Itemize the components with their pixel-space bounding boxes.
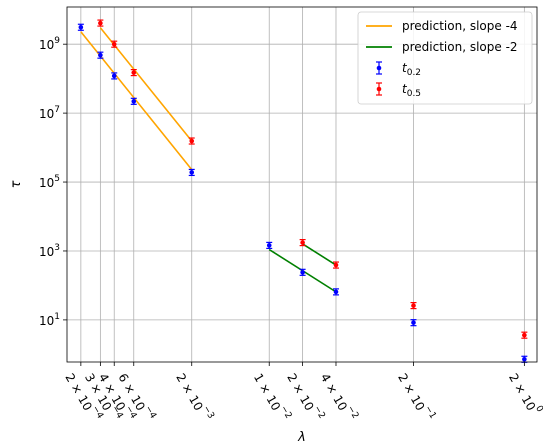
- y-tick-label: 107: [39, 105, 60, 121]
- legend-label: prediction, slope -4: [402, 19, 518, 33]
- x-tick-text: 2 × 10−3: [174, 369, 217, 425]
- y-tick-base: 10: [39, 107, 54, 121]
- y-tick-base: 10: [39, 38, 54, 52]
- y-tick-label: 103: [39, 243, 60, 259]
- y-tick-exponent: 5: [54, 174, 60, 184]
- x-tick-label: 2 × 10−1: [395, 369, 438, 425]
- data-point: [130, 68, 137, 77]
- point-marker: [522, 356, 527, 362]
- data-points: [77, 19, 528, 363]
- x-tick-text: 2 × 10−1: [395, 369, 438, 425]
- legend: prediction, slope -4 prediction, slope -2…: [357, 11, 533, 105]
- data-point: [521, 331, 528, 339]
- x-tick-exponent: 0: [534, 404, 543, 414]
- x-ticks: 2 × 10−43 × 10−44 × 10−46 × 10−4 2 × 10−3…: [63, 362, 543, 425]
- point-marker: [189, 138, 195, 144]
- data-point: [188, 137, 195, 145]
- x-tick-label: 2 × 10−3: [174, 369, 217, 425]
- data-point: [410, 301, 417, 310]
- legend-label-base: t: [402, 82, 408, 96]
- legend-label-subscript: 0.2: [407, 68, 421, 78]
- legend-label-subscript: 0.5: [407, 89, 421, 99]
- legend-label: prediction, slope -2: [402, 40, 518, 54]
- data-point: [111, 72, 118, 80]
- point-marker: [111, 73, 117, 79]
- y-tick-base: 10: [39, 176, 54, 190]
- point-marker: [266, 243, 272, 248]
- legend-label: t0.5: [402, 82, 421, 99]
- x-tick-label: 2 × 100: [506, 369, 543, 418]
- y-tick-label: 101: [39, 312, 60, 328]
- data-point: [130, 97, 137, 105]
- point-marker: [111, 41, 117, 47]
- y-tick-exponent: 9: [54, 36, 60, 46]
- y-axis-label: τ: [9, 180, 24, 188]
- data-point: [410, 319, 417, 327]
- legend-label-base: t: [402, 61, 408, 75]
- data-point: [97, 51, 104, 59]
- point-marker: [98, 52, 103, 58]
- y-tick-exponent: 1: [54, 312, 60, 322]
- data-point: [332, 288, 339, 296]
- y-tick-base: 10: [39, 245, 54, 259]
- x-tick-mantissa: 1 × 10: [251, 371, 283, 413]
- point-marker: [333, 289, 339, 295]
- point-marker: [522, 332, 527, 338]
- point-marker: [411, 320, 416, 325]
- point-marker: [131, 70, 137, 75]
- prediction-line: [302, 243, 337, 266]
- plot-frame: [66, 6, 538, 363]
- point-marker: [300, 240, 305, 245]
- data-point: [332, 261, 339, 269]
- x-tick-mantissa: 2 × 10: [395, 371, 427, 413]
- data-point: [266, 241, 273, 250]
- legend-marker: [376, 86, 382, 92]
- x-tick-text: 2 × 100: [506, 369, 543, 418]
- point-marker: [300, 270, 305, 275]
- point-marker: [189, 170, 195, 175]
- point-marker: [78, 24, 84, 30]
- y-tick-exponent: 3: [54, 243, 60, 253]
- y-tick-base: 10: [39, 314, 54, 328]
- point-marker: [333, 262, 339, 268]
- legend-label: t0.2: [402, 61, 421, 78]
- point-marker: [131, 99, 137, 104]
- legend-marker: [376, 65, 382, 71]
- x-tick-mantissa: 2 × 10: [174, 371, 206, 413]
- data-point: [299, 238, 306, 247]
- data-point: [299, 268, 306, 276]
- data-point: [77, 23, 84, 31]
- data-point: [97, 19, 104, 27]
- y-tick-label: 109: [39, 36, 60, 52]
- y-tick-label: 105: [39, 174, 60, 190]
- y-tick-exponent: 7: [54, 105, 60, 115]
- point-marker: [411, 303, 416, 308]
- point-marker: [98, 20, 103, 26]
- data-point: [111, 40, 118, 48]
- data-point: [188, 168, 195, 177]
- x-tick-mantissa: 2 × 10: [506, 371, 538, 413]
- legend-box: [357, 11, 533, 105]
- x-axis-label: λ: [297, 430, 306, 445]
